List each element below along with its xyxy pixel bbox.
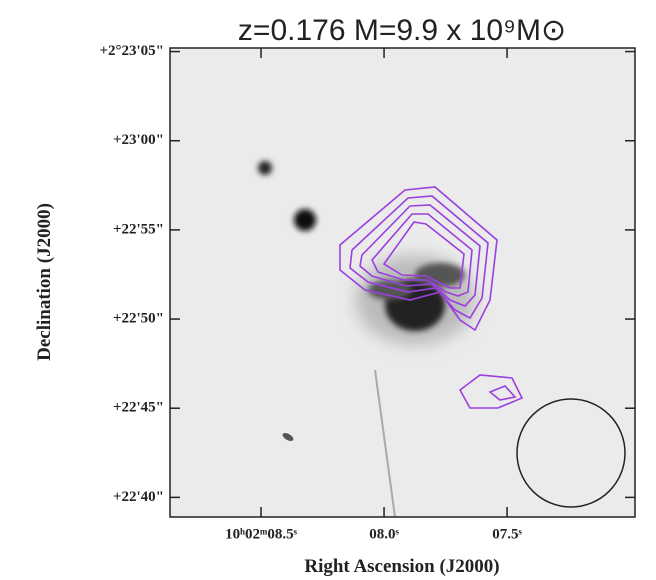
x-axis-label: Right Ascension (J2000) bbox=[304, 556, 499, 577]
chart-title: z=0.176 M=9.9 x 10⁹M⊙ bbox=[238, 14, 566, 47]
y-tick-label: +22'45" bbox=[113, 400, 164, 416]
y-tick-label: +22'55" bbox=[113, 221, 164, 237]
chart: z=0.176 M=9.9 x 10⁹M⊙ Right Ascension (J… bbox=[0, 0, 656, 580]
sky-image bbox=[170, 48, 635, 517]
y-tick-label: +2°23'05" bbox=[99, 43, 164, 59]
y-tick-label: +23'00" bbox=[113, 132, 164, 148]
y-tick-label: +22'50" bbox=[113, 310, 164, 326]
y-tick-label: +22'40" bbox=[113, 489, 164, 505]
x-tick-label: 10ʰ02ᵐ08.5ˢ bbox=[225, 526, 298, 542]
x-tick-label: 07.5ˢ bbox=[492, 526, 522, 542]
y-axis-label: Declination (J2000) bbox=[34, 203, 55, 361]
x-tick-label: 08.0ˢ bbox=[369, 526, 399, 542]
